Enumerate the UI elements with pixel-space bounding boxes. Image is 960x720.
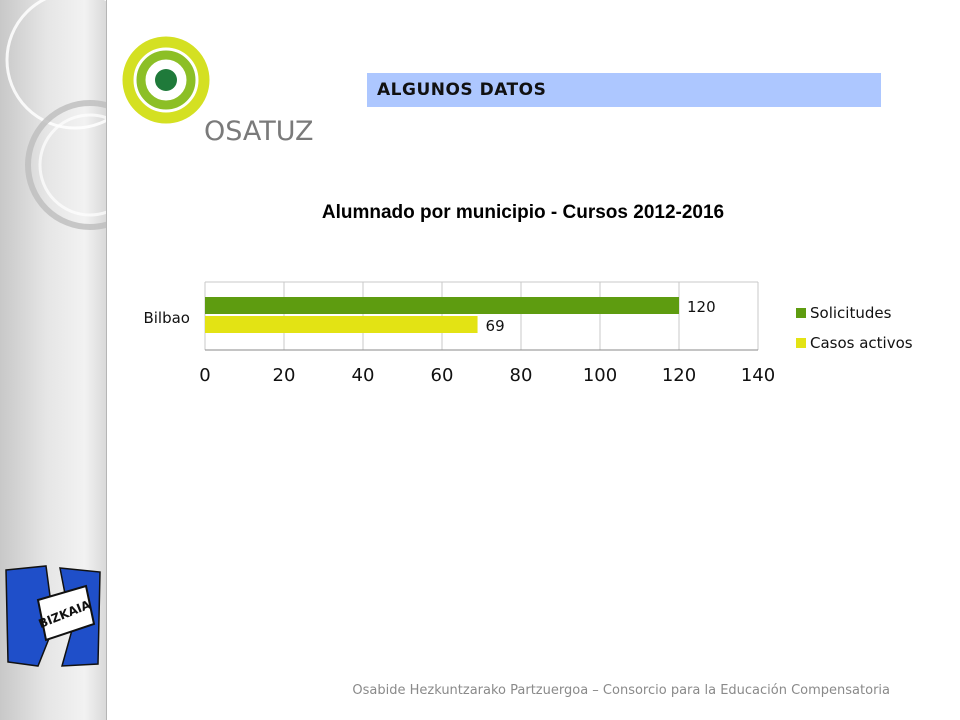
x-tick-label: 80	[510, 365, 533, 386]
bar-chart: 0 20 40 60 80 100 120 140 Bilbao 120 69 Solicitudes…	[143, 281, 913, 386]
x-tick-label: 0	[199, 365, 210, 386]
bar-casos-activos	[205, 316, 478, 333]
footer-text: Osabide Hezkuntzarako Partzuergoa – Cons…	[352, 683, 890, 698]
section-title: ALGUNOS DATOS	[377, 80, 547, 100]
chart-title: Alumnado por municipio - Cursos 2012-201…	[321, 202, 725, 223]
bar-solicitudes	[205, 297, 679, 314]
x-tick-label: 140	[741, 365, 775, 386]
x-tick-label: 20	[273, 365, 296, 386]
osatuz-logo: OSATUZ	[122, 36, 314, 147]
legend-swatch	[796, 338, 806, 348]
category-label: Bilbao	[143, 309, 190, 327]
x-tick-label: 100	[583, 365, 617, 386]
legend-label: Solicitudes	[810, 304, 892, 322]
section-header-bar: ALGUNOS DATOS	[367, 73, 881, 107]
data-label: 120	[687, 298, 716, 316]
bizkaia-logo: BIZKAIA	[5, 565, 101, 667]
osatuz-logo-text: OSATUZ	[204, 116, 314, 147]
x-tick-label: 120	[662, 365, 696, 386]
legend-label: Casos activos	[810, 334, 913, 352]
data-label: 69	[486, 317, 505, 335]
decorative-circles	[5, 0, 106, 230]
legend-swatch	[796, 308, 806, 318]
x-tick-label: 60	[431, 365, 454, 386]
x-tick-label: 40	[352, 365, 375, 386]
